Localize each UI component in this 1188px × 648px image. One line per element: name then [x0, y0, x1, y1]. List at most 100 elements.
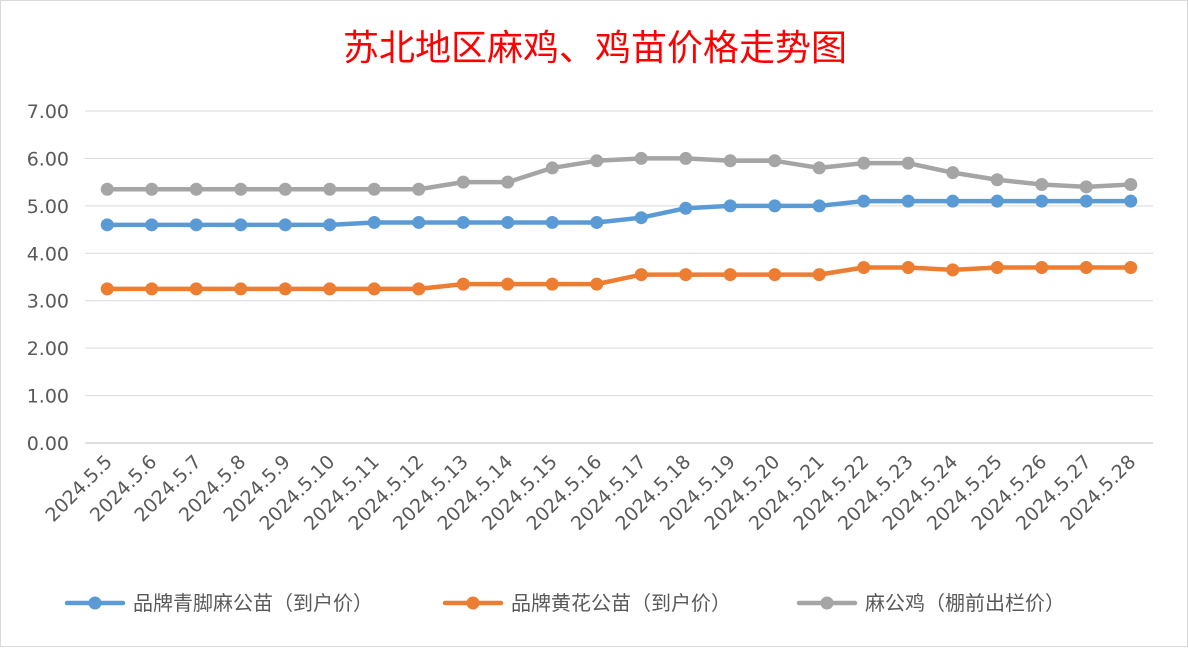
data-point	[1080, 180, 1093, 193]
data-point	[991, 261, 1004, 274]
legend-item: 麻公鸡（棚前出栏价）	[799, 591, 1065, 615]
data-point	[101, 282, 114, 295]
data-point	[902, 195, 915, 208]
data-point	[1124, 178, 1137, 191]
data-point	[368, 183, 381, 196]
data-point	[590, 278, 603, 291]
data-point	[145, 282, 158, 295]
data-point	[1035, 195, 1048, 208]
data-point	[101, 218, 114, 231]
legend-item: 品牌黄花公苗（到户价）	[445, 591, 731, 615]
y-tick-label: 4.00	[27, 243, 69, 265]
data-point	[724, 268, 737, 281]
data-point	[635, 211, 648, 224]
data-point	[145, 218, 158, 231]
data-point	[991, 173, 1004, 186]
legend: 品牌青脚麻公苗（到户价） 品牌黄花公苗（到户价） 麻公鸡（棚前出栏价）	[67, 591, 1065, 615]
data-point	[457, 278, 470, 291]
y-tick-label: 6.00	[27, 148, 69, 170]
data-point	[1124, 195, 1137, 208]
data-point	[724, 199, 737, 212]
data-point	[768, 268, 781, 281]
data-point	[412, 216, 425, 229]
data-point	[857, 195, 870, 208]
data-point	[457, 216, 470, 229]
y-tick-label: 5.00	[27, 196, 69, 218]
data-point	[902, 261, 915, 274]
data-point	[501, 278, 514, 291]
series-line	[107, 201, 1131, 225]
data-point	[323, 282, 336, 295]
data-point	[501, 216, 514, 229]
data-point	[991, 195, 1004, 208]
data-point	[1080, 195, 1093, 208]
data-point	[635, 268, 648, 281]
series-line	[107, 158, 1131, 189]
data-point	[190, 183, 203, 196]
data-point	[768, 154, 781, 167]
data-point	[501, 176, 514, 189]
data-point	[368, 216, 381, 229]
data-point	[724, 154, 737, 167]
series-lines	[101, 152, 1138, 295]
data-point	[946, 263, 959, 276]
data-point	[857, 261, 870, 274]
data-point	[635, 152, 648, 165]
data-point	[590, 216, 603, 229]
data-point	[679, 268, 692, 281]
data-point	[190, 218, 203, 231]
y-tick-label: 0.00	[27, 433, 69, 455]
data-point	[813, 268, 826, 281]
data-point	[101, 183, 114, 196]
data-point	[457, 176, 470, 189]
data-point	[768, 199, 781, 212]
data-point	[1035, 261, 1048, 274]
legend-swatch-marker	[89, 597, 102, 610]
data-point	[857, 157, 870, 170]
y-tick-label: 2.00	[27, 338, 69, 360]
legend-label: 品牌青脚麻公苗（到户价）	[133, 591, 373, 615]
data-point	[190, 282, 203, 295]
y-tick-label: 1.00	[27, 386, 69, 408]
chart-title: 苏北地区麻鸡、鸡苗价格走势图	[343, 28, 847, 69]
data-point	[279, 218, 292, 231]
data-point	[679, 202, 692, 215]
y-tick-label: 7.00	[27, 101, 69, 123]
data-point	[368, 282, 381, 295]
series-0	[101, 195, 1138, 232]
data-point	[546, 278, 559, 291]
data-point	[590, 154, 603, 167]
data-point	[234, 218, 247, 231]
y-axis: 0.00 1.00 2.00 3.00 4.00 5.00 6.00 7.00	[27, 101, 69, 455]
data-point	[902, 157, 915, 170]
legend-label: 品牌黄花公苗（到户价）	[511, 591, 731, 615]
data-point	[323, 183, 336, 196]
data-point	[813, 161, 826, 174]
data-point	[234, 183, 247, 196]
data-point	[1035, 178, 1048, 191]
x-axis: 2024.5.52024.5.62024.5.72024.5.82024.5.9…	[41, 451, 1140, 535]
data-point	[813, 199, 826, 212]
data-point	[234, 282, 247, 295]
data-point	[279, 282, 292, 295]
data-point	[546, 216, 559, 229]
data-point	[412, 282, 425, 295]
data-point	[546, 161, 559, 174]
series-line	[107, 268, 1131, 289]
data-point	[145, 183, 158, 196]
data-point	[679, 152, 692, 165]
data-point	[279, 183, 292, 196]
legend-label: 麻公鸡（棚前出栏价）	[865, 591, 1065, 615]
data-point	[412, 183, 425, 196]
series-1	[101, 261, 1138, 295]
data-point	[1080, 261, 1093, 274]
data-point	[323, 218, 336, 231]
data-point	[946, 166, 959, 179]
y-tick-label: 3.00	[27, 291, 69, 313]
legend-swatch-marker	[467, 597, 480, 610]
data-point	[946, 195, 959, 208]
legend-item: 品牌青脚麻公苗（到户价）	[67, 591, 373, 615]
data-point	[1124, 261, 1137, 274]
